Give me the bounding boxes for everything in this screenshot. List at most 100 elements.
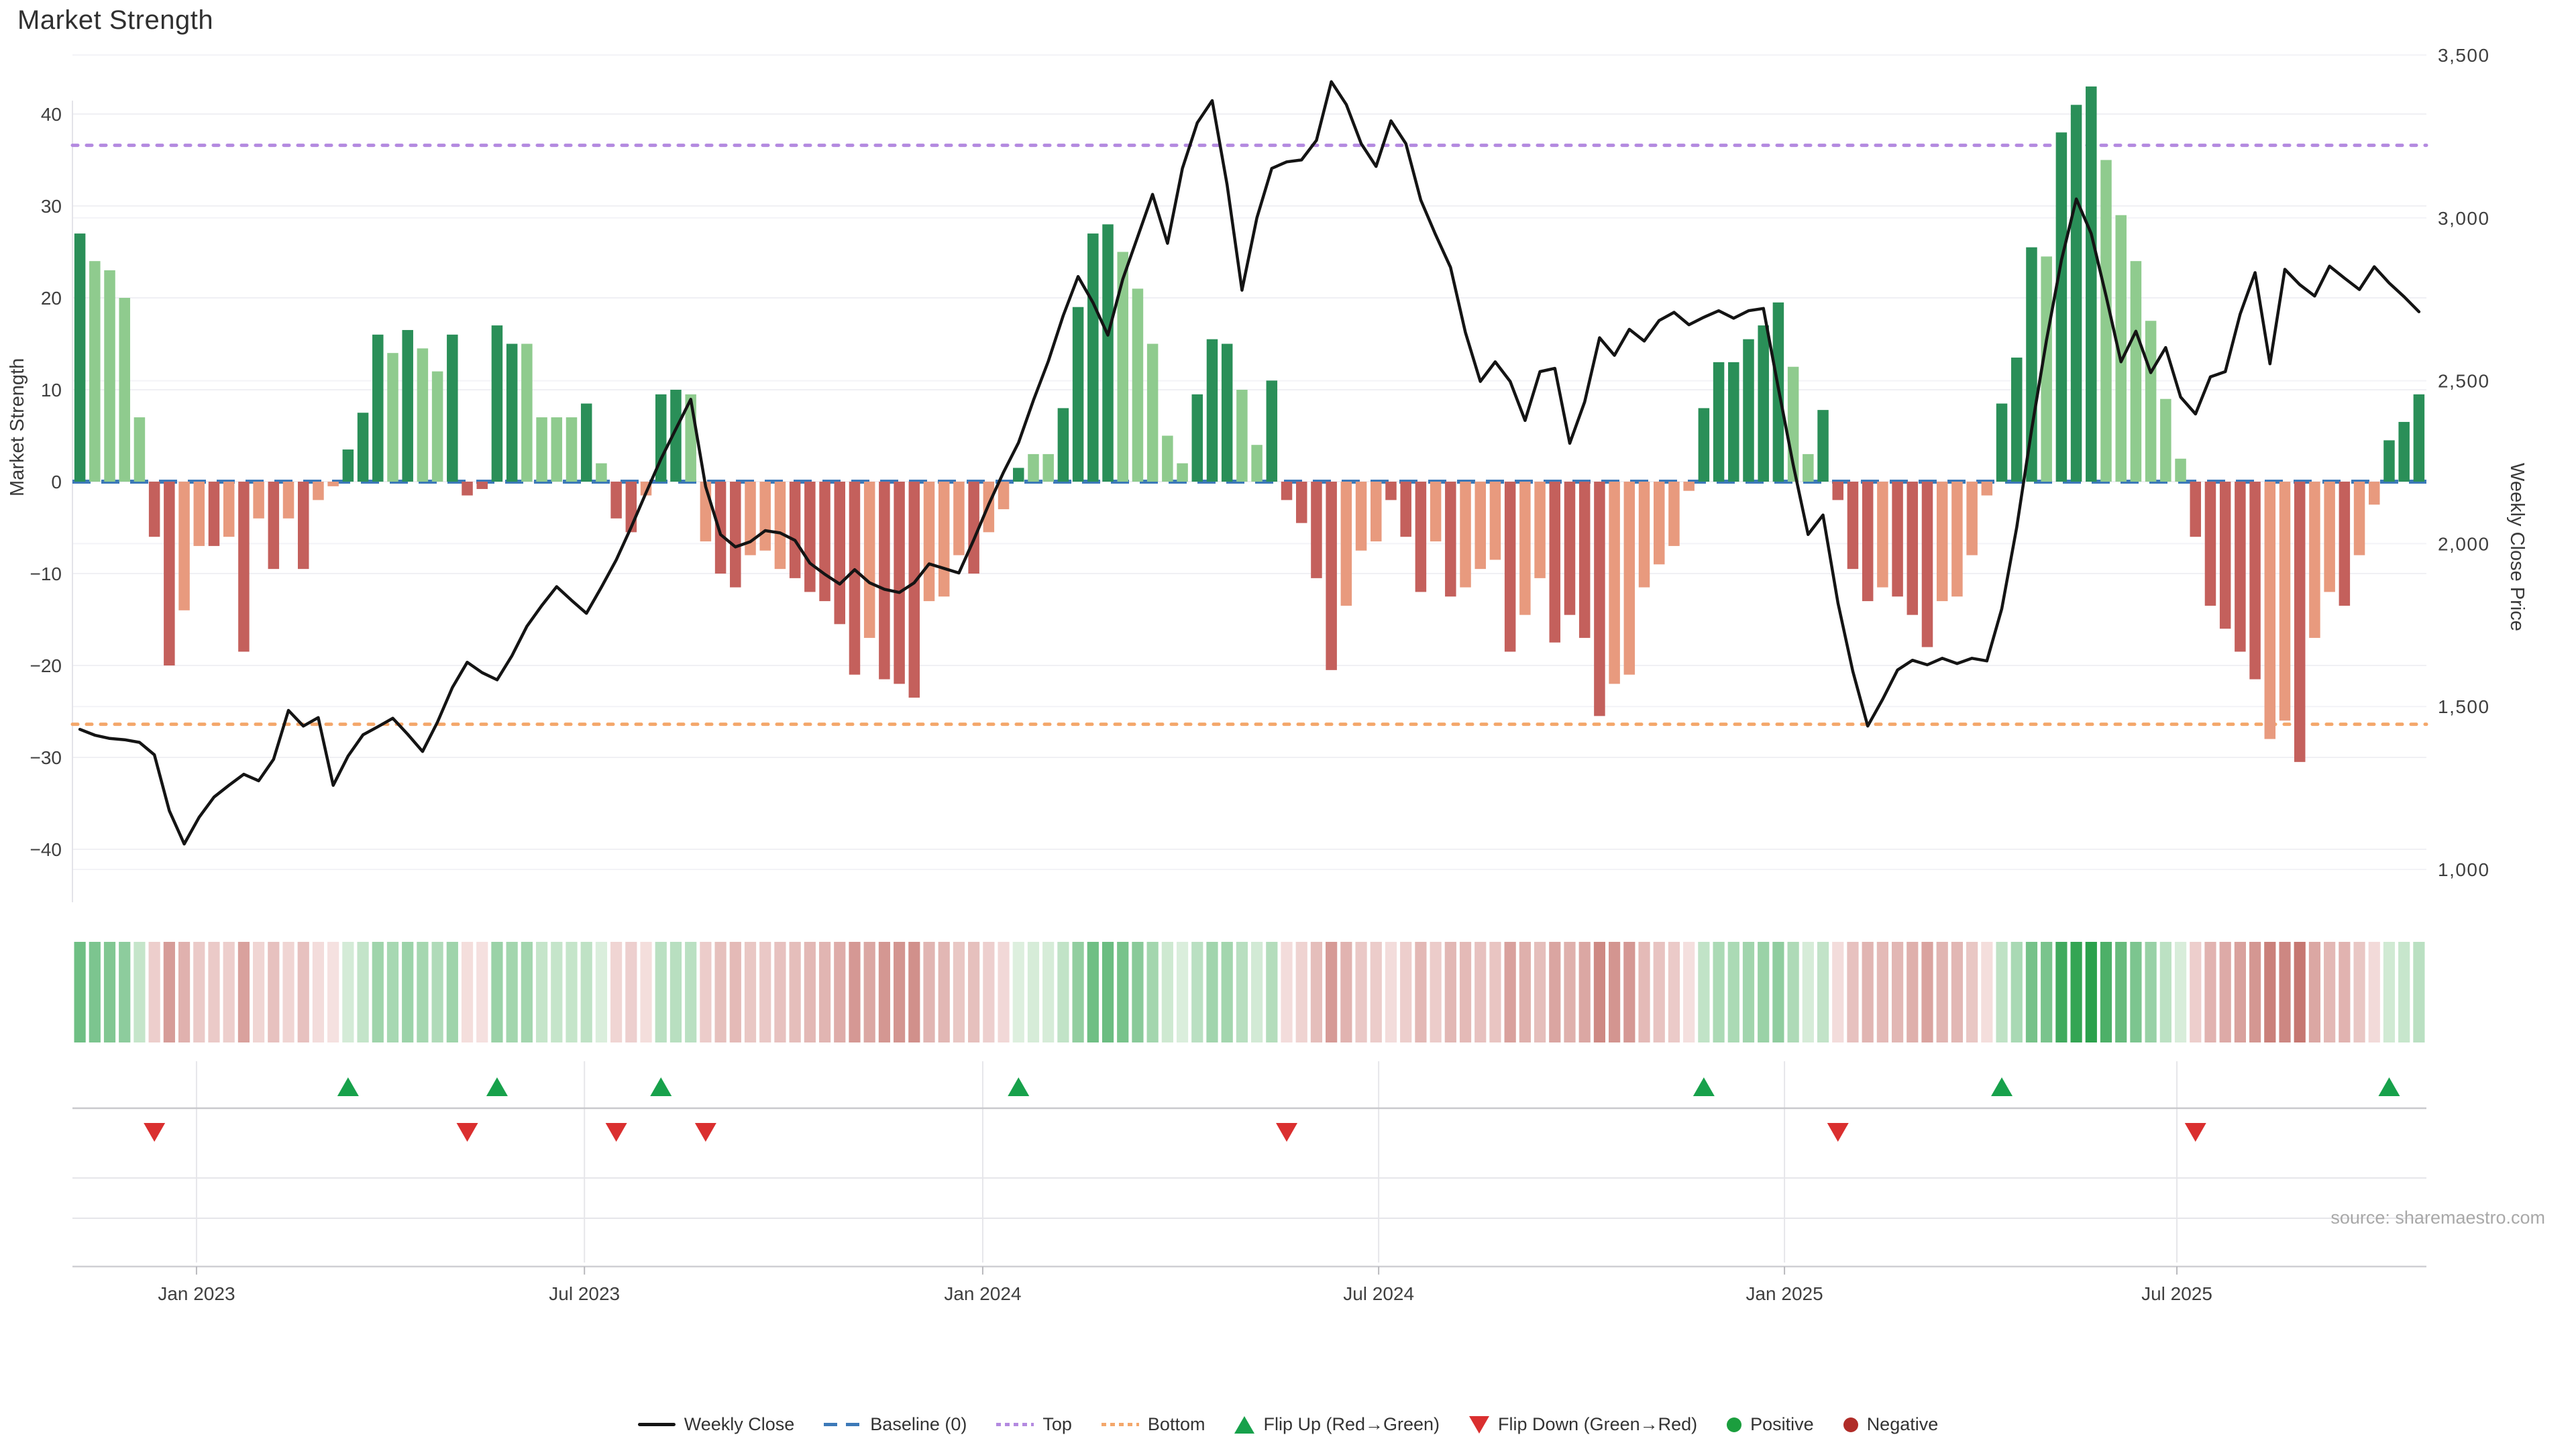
heatmap-cell [1146, 942, 1159, 1042]
strength-bar [402, 329, 413, 482]
legend-item-flip-up[interactable]: Flip Up (Red→Green) [1234, 1414, 1440, 1435]
strength-bar [164, 482, 175, 665]
heatmap-cell [491, 942, 503, 1042]
strength-bar [89, 261, 101, 482]
legend-label: Baseline (0) [870, 1414, 967, 1434]
heatmap-cell [1132, 942, 1144, 1042]
heatmap-cell [1593, 942, 1606, 1042]
heatmap-cell [1117, 942, 1129, 1042]
heatmap-cell [2383, 942, 2396, 1042]
flip-down-marker [456, 1123, 478, 1142]
strength-bar [1847, 482, 1859, 570]
strength-bar [1534, 482, 1546, 578]
right-axis-tick-label: 1,500 [2438, 696, 2490, 717]
legend-item-bottom[interactable]: Bottom [1101, 1414, 1205, 1435]
heatmap-cell [74, 942, 86, 1042]
strength-bar [1892, 482, 1903, 597]
strength-bar [1206, 339, 1218, 482]
heatmap-cell [1921, 942, 1933, 1042]
strength-heatmap [74, 942, 2425, 1042]
heatmap-cell [1683, 942, 1695, 1042]
heatmap-cell [714, 942, 727, 1042]
right-axis-tick-label: 3,000 [2438, 208, 2490, 229]
heatmap-cell [1817, 942, 1829, 1042]
heatmap-cell [2353, 942, 2365, 1042]
heatmap-cell [1012, 942, 1024, 1042]
flip-up-marker [650, 1077, 672, 1096]
heatmap-cell [1355, 942, 1367, 1042]
strength-bar [1013, 468, 1024, 482]
heatmap-cell [818, 942, 831, 1042]
heatmap-cell [2324, 942, 2336, 1042]
heatmap-cell [908, 942, 920, 1042]
strength-bar [2264, 482, 2276, 739]
heatmap-cell [1564, 942, 1576, 1042]
heatmap-cell [700, 942, 712, 1042]
strength-bar [759, 482, 771, 551]
strength-bar [2353, 482, 2365, 555]
strength-bar [1907, 482, 1919, 615]
strength-bar [1638, 482, 1650, 588]
heatmap-cell [1310, 942, 1323, 1042]
heatmap-cell [1936, 942, 1948, 1042]
legend-item-weekly-close[interactable]: Weekly Close [637, 1414, 794, 1435]
heatmap-cell [327, 942, 339, 1042]
strength-bar [1371, 482, 1382, 542]
strength-bar [2309, 482, 2320, 638]
strength-bar [2086, 86, 2097, 482]
strength-bar [1817, 410, 1829, 482]
legend-item-top[interactable]: Top [996, 1414, 1072, 1435]
heatmap-cell [119, 942, 131, 1042]
legend-item-positive[interactable]: Positive [1727, 1414, 1814, 1435]
legend-item-negative[interactable]: Negative [1843, 1414, 1938, 1435]
heatmap-cell [1713, 942, 1725, 1042]
heatmap-cell [640, 942, 652, 1042]
strength-bar [1400, 482, 1411, 537]
strength-bar [268, 482, 280, 570]
strength-bar [2041, 256, 2052, 482]
strength-bar [2398, 421, 2410, 482]
legend-item-flip-down[interactable]: Flip Down (Green→Red) [1469, 1414, 1697, 1435]
right-axis-tick-label: 2,500 [2438, 371, 2490, 392]
heatmap-cell [2025, 942, 2038, 1042]
heatmap-cell [1251, 942, 1263, 1042]
heatmap-cell [1474, 942, 1487, 1042]
strength-bar [1936, 482, 1948, 602]
strength-bar [1117, 252, 1128, 482]
heatmap-cell [1758, 942, 1770, 1042]
heatmap-cell [2085, 942, 2097, 1042]
strength-bar [1177, 463, 1188, 482]
strength-bar [1430, 482, 1442, 542]
heatmap-cell [2398, 942, 2410, 1042]
heatmap-cell [669, 942, 682, 1042]
axis-tick-labels: 40 30 20 10 0 −10 −20 −30 −40 3,500 3,000 2,500 2,00… [30, 45, 2490, 880]
legend-item-baseline[interactable]: Baseline (0) [824, 1414, 967, 1435]
x-axis: Jan 2023 Jul 2023 Jan 2024 Jul 2024 Jan 2025… [72, 1265, 2426, 1304]
strength-bar [1102, 224, 1114, 482]
heatmap-cell [2115, 942, 2127, 1042]
strength-bar [1549, 482, 1561, 643]
strength-bar [1877, 482, 1888, 588]
heatmap-cell [1370, 942, 1382, 1042]
strength-bar [2055, 132, 2068, 482]
heatmap-cell [1966, 942, 1978, 1042]
heatmap-cell [312, 942, 325, 1042]
strength-bar [1981, 482, 1993, 496]
strength-bar [1489, 482, 1501, 560]
strength-bar [968, 482, 979, 574]
heatmap-cell [1907, 942, 1919, 1042]
heatmap-cell [237, 942, 250, 1042]
heatmap-cell [461, 942, 474, 1042]
gridlines [72, 54, 2426, 902]
strength-bar [923, 482, 935, 602]
strength-bar [1326, 482, 1337, 670]
heatmap-cell [178, 942, 191, 1042]
legend: Weekly Close Baseline (0) Top Bottom Fli… [0, 1414, 2576, 1435]
heatmap-cell [744, 942, 757, 1042]
strength-bar [714, 482, 727, 574]
strength-bar [2026, 247, 2037, 482]
heatmap-cell [893, 942, 906, 1042]
legend-label: Top [1042, 1414, 1072, 1434]
